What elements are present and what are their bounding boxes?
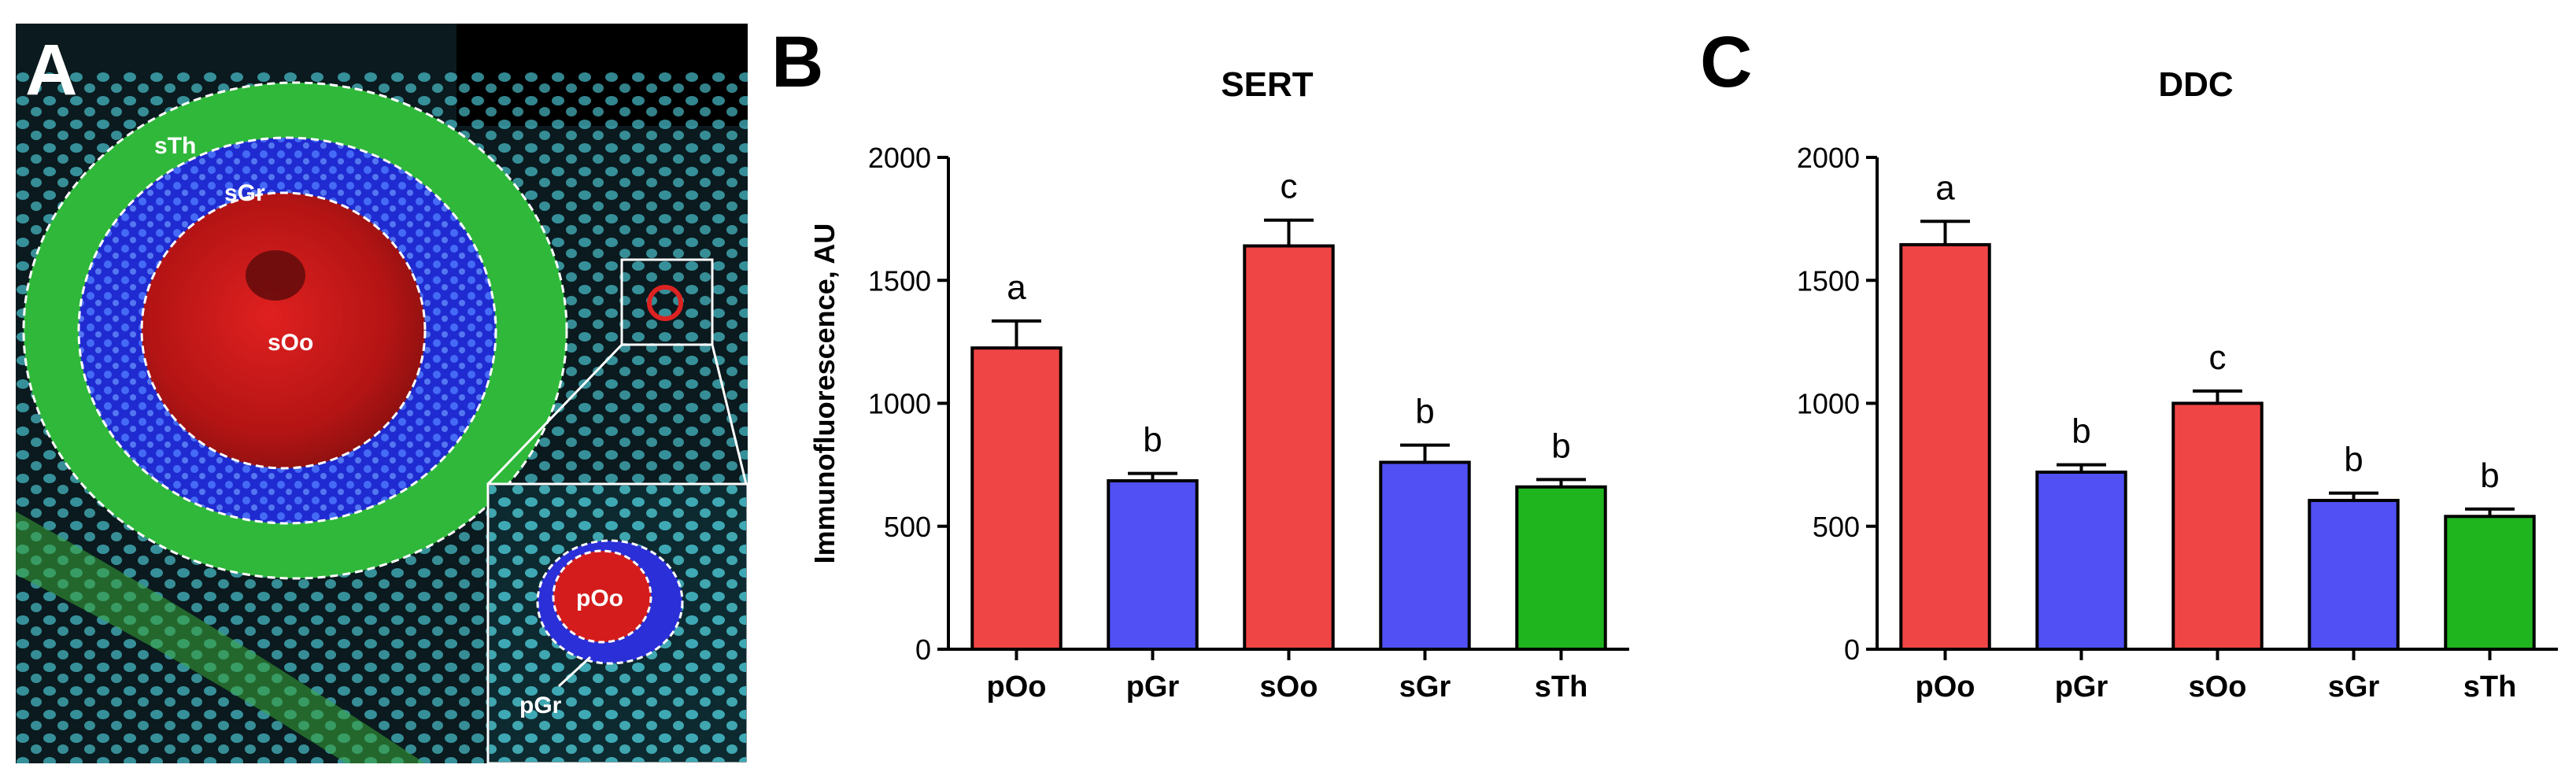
significance-letter: b <box>1415 393 1434 431</box>
inset-oocyte <box>553 551 651 642</box>
significance-letter: b <box>1143 421 1162 460</box>
inset-connector-right <box>711 344 748 485</box>
x-tick-label: pGr <box>1126 670 1180 704</box>
x-tick-label: sTh <box>1535 670 1588 704</box>
theca-boundary <box>22 81 568 580</box>
bar <box>1243 244 1335 651</box>
bar <box>1107 478 1199 651</box>
oocyte-nucleus <box>246 250 305 301</box>
x-tick-label: sOo <box>1260 670 1318 704</box>
y-tick-label: 1500 <box>868 264 931 297</box>
significance-letter: b <box>2072 412 2090 451</box>
sert-bar-chart: B SERT Immunofluorescence, AU 0 500 1000 15… <box>771 22 1629 704</box>
stroma-band <box>16 512 425 763</box>
ddc-bar-chart: C DDC 0 500 1000 1500 2000 a pOo b pGr c sOo b sGr b s… <box>1700 22 2558 704</box>
panel-a-letter: A <box>25 30 77 110</box>
panel-b-letter: B <box>771 22 823 102</box>
y-tick-label: 1500 <box>1797 264 1860 297</box>
inset-oocyte-boundary <box>552 549 652 644</box>
bar <box>2308 498 2400 651</box>
x-tick-label: pGr <box>2055 670 2108 704</box>
significance-letter: b <box>2480 456 2499 495</box>
significance-letter: b <box>1551 427 1570 465</box>
x-tick-label: sGr <box>1399 670 1451 704</box>
bar <box>2444 515 2536 651</box>
bar <box>970 346 1063 651</box>
label-soo: sOo <box>268 330 313 356</box>
sert-chart-panel: B SERT Immunofluorescence, AU 0 500 1000 15… <box>756 0 1669 779</box>
label-poo: pOo <box>576 585 623 611</box>
y-tick-label: 0 <box>915 633 931 666</box>
x-tick-label: sOo <box>2189 670 2247 704</box>
significance-letter: a <box>1007 268 1026 307</box>
oocyte-boundary <box>140 191 427 470</box>
bar <box>1515 485 1607 651</box>
micrograph-image: A sTh sGr sOo pOo pGr <box>16 24 749 765</box>
inset-marker-follicle <box>647 285 683 321</box>
x-tick-label: sGr <box>2328 670 2380 704</box>
ddc-plot-area: 0 500 1000 1500 2000 a pOo b pGr c sOo b sGr b sTh <box>1797 142 2558 704</box>
y-tick-label: 0 <box>1844 633 1860 666</box>
oocyte <box>142 193 425 468</box>
y-tick-label: 500 <box>884 511 931 543</box>
label-pgr: pGr <box>519 693 562 718</box>
inset-connector-top <box>486 343 623 486</box>
chart-title: SERT <box>1221 65 1313 104</box>
significance-letter: a <box>1935 168 1955 207</box>
inset-marker-box <box>620 258 714 346</box>
panel-c-letter: C <box>1700 22 1752 102</box>
granulosa-boundary <box>77 136 497 525</box>
y-tick-label: 500 <box>1813 511 1860 543</box>
y-axis-label: Immunofluorescence, AU <box>808 223 841 564</box>
significance-letter: c <box>1281 168 1298 206</box>
inset-pgr-pointer <box>557 656 592 688</box>
x-tick-label: pOo <box>987 670 1047 704</box>
y-tick-label: 1000 <box>868 388 931 420</box>
bar <box>1899 242 1991 651</box>
sert-plot-area: 0 500 1000 1500 2000 a pOo b pGr c sOo b sGr b sTh <box>868 142 1629 704</box>
x-tick-label: sTh <box>2463 670 2517 704</box>
significance-letter: c <box>2209 338 2227 377</box>
bar <box>1379 460 1471 651</box>
inset-granulosa-boundary <box>536 539 684 665</box>
label-sgr: sGr <box>224 180 265 206</box>
micrograph-panel: A sTh sGr sOo pOo pGr <box>16 24 749 765</box>
y-tick-label: 1000 <box>1797 388 1860 420</box>
label-sth: sTh <box>154 133 196 159</box>
chart-title: DDC <box>2158 65 2233 104</box>
bar <box>2171 401 2264 651</box>
y-tick-label: 2000 <box>1797 142 1860 174</box>
x-tick-label: pOo <box>1916 670 1975 704</box>
significance-letter: b <box>2344 441 2363 479</box>
ddc-chart-panel: C DDC 0 500 1000 1500 2000 a pOo b pGr c sOo b sGr b s… <box>1684 0 2576 779</box>
y-tick-label: 2000 <box>868 142 931 174</box>
bar <box>2035 471 2127 651</box>
